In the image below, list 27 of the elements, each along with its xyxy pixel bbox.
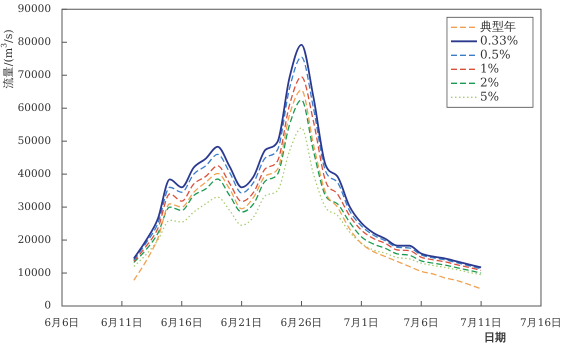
y-tick-label: 10000 (18, 266, 51, 279)
y-tick-label: 30000 (18, 200, 51, 213)
x-tick-label: 7月1日 (344, 317, 380, 330)
y-tick-label: 50000 (18, 134, 51, 147)
y-tick-label: 70000 (18, 68, 51, 81)
x-tick-label: 6月11日 (100, 317, 143, 330)
y-tick-label: 40000 (18, 168, 51, 180)
x-tick-label: 6月26日 (280, 317, 323, 330)
y-tick-label: 0 (44, 300, 51, 312)
x-tick-label: 6月16日 (160, 317, 203, 330)
legend-label: 0.5% (480, 47, 510, 62)
legend-label: 1% (480, 61, 500, 76)
line-series (133, 127, 482, 276)
y-tick-label: 80000 (18, 36, 51, 48)
x-tick-label: 7月6日 (404, 317, 439, 330)
y-tick-label: 90000 (18, 3, 51, 16)
legend-label: 0.33% (480, 33, 518, 48)
legend-label: 5% (480, 89, 500, 104)
x-tick-label: 7月16日 (520, 317, 562, 330)
x-axis-title: 日期 (484, 331, 506, 343)
y-tick-label: 20000 (18, 234, 51, 246)
x-tick-label: 6月21日 (220, 317, 263, 330)
x-tick-label: 6月6日 (44, 317, 80, 330)
legend-label: 2% (480, 75, 500, 90)
x-tick-label: 7月11日 (460, 317, 502, 330)
y-tick-label: 60000 (18, 102, 51, 114)
legend-label: 典型年 (480, 19, 516, 34)
